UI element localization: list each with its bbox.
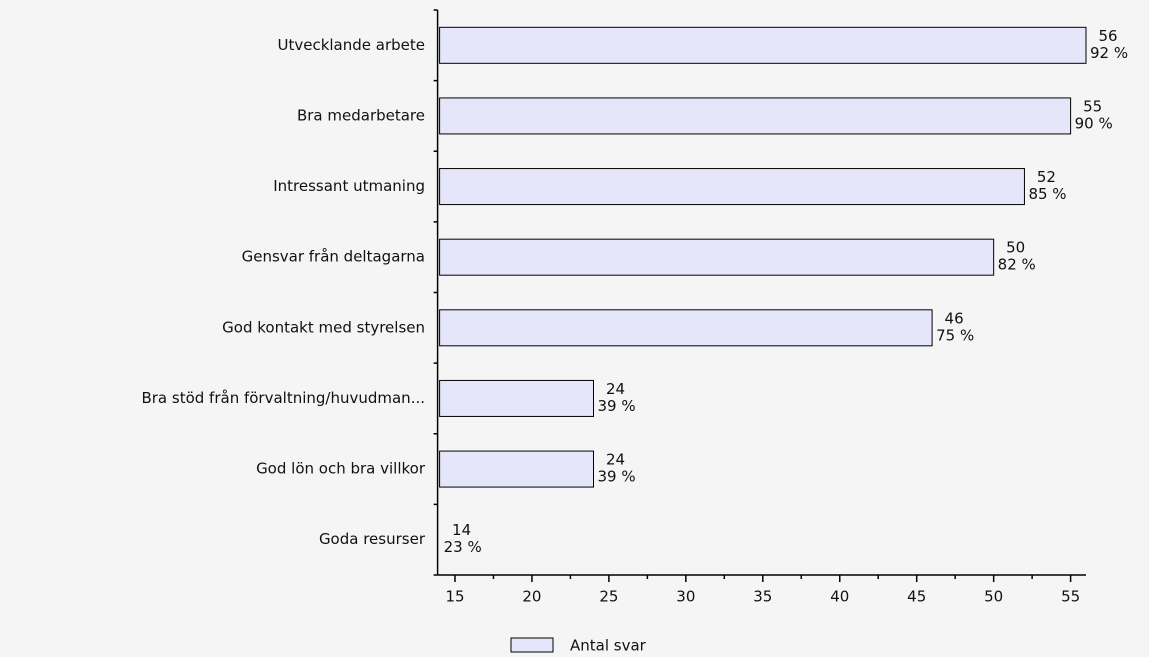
x-tick-label: 55 bbox=[1061, 588, 1080, 606]
bar bbox=[439, 238, 995, 276]
x-tick-label: 20 bbox=[522, 588, 541, 606]
x-tick-label: 45 bbox=[907, 588, 926, 606]
bar bbox=[439, 97, 1072, 135]
percent-label: 39 % bbox=[598, 468, 636, 486]
percent-label: 90 % bbox=[1075, 114, 1113, 132]
legend-label: Antal svar bbox=[570, 637, 647, 655]
x-tick-label: 50 bbox=[984, 588, 1003, 606]
value-label: 24 bbox=[606, 451, 625, 469]
x-tick-label: 25 bbox=[599, 588, 618, 606]
bar bbox=[439, 450, 595, 488]
category-label: God kontakt med styrelsen bbox=[222, 318, 425, 336]
category-label: Utvecklande arbete bbox=[277, 36, 425, 54]
bar bbox=[439, 168, 1025, 206]
category-label: Bra stöd från förvaltning/huvudman... bbox=[141, 389, 425, 407]
percent-label: 39 % bbox=[598, 397, 636, 415]
category-label: Gensvar från deltagarna bbox=[242, 248, 425, 266]
x-tick-label: 40 bbox=[830, 588, 849, 606]
percent-label: 92 % bbox=[1090, 44, 1128, 62]
percent-label: 85 % bbox=[1028, 185, 1066, 203]
x-tick-label: 30 bbox=[676, 588, 695, 606]
percent-label: 82 % bbox=[998, 256, 1036, 274]
bar bbox=[439, 379, 595, 417]
x-tick-label: 35 bbox=[753, 588, 772, 606]
value-label: 55 bbox=[1083, 97, 1102, 115]
bar bbox=[439, 309, 933, 347]
percent-label: 23 % bbox=[444, 538, 482, 556]
legend-swatch bbox=[510, 637, 554, 653]
value-label: 52 bbox=[1037, 168, 1056, 186]
value-label: 46 bbox=[945, 309, 964, 327]
category-label: Bra medarbetare bbox=[297, 106, 425, 124]
value-label: 14 bbox=[452, 521, 471, 539]
category-label: God lön och bra villkor bbox=[256, 460, 426, 478]
category-label: Goda resurser bbox=[319, 530, 426, 548]
category-label: Intressant utmaning bbox=[273, 177, 425, 195]
value-label: 24 bbox=[606, 380, 625, 398]
value-label: 50 bbox=[1006, 239, 1025, 257]
percent-label: 75 % bbox=[936, 326, 974, 344]
value-label: 56 bbox=[1098, 27, 1117, 45]
x-tick-label: 15 bbox=[445, 588, 464, 606]
bar bbox=[439, 26, 1087, 64]
